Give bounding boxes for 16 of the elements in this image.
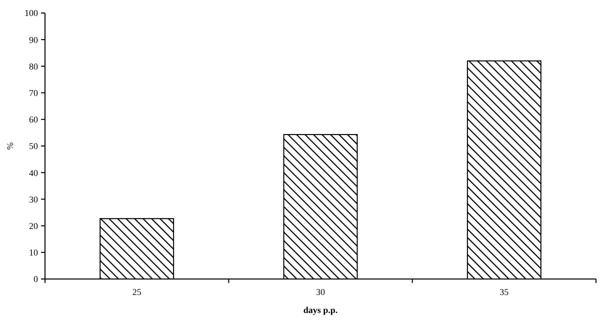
- x-tick-label: 30: [316, 287, 326, 297]
- y-tick-label: 30: [29, 194, 38, 204]
- y-tick-label: 60: [29, 114, 38, 125]
- x-tick-label: 25: [132, 287, 142, 297]
- y-tick-label: 80: [29, 61, 38, 72]
- y-tick-label: 90: [29, 34, 38, 45]
- y-tick-label: 40: [29, 168, 38, 178]
- y-tick-label: 70: [29, 88, 38, 98]
- y-tick-label: 100: [24, 8, 38, 18]
- y-axis-title: %: [5, 142, 15, 150]
- y-tick-label: 20: [29, 220, 38, 231]
- y-tick-label: 50: [29, 141, 38, 152]
- x-axis-title: days p.p.: [303, 305, 338, 315]
- x-tick-label: 35: [500, 287, 510, 297]
- y-tick-label: 10: [29, 248, 38, 258]
- y-tick-label: 0: [34, 274, 38, 284]
